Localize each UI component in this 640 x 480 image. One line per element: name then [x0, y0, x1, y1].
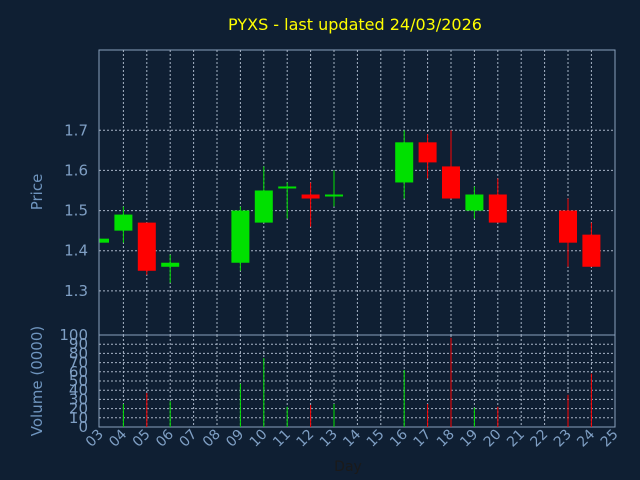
candle [395, 130, 414, 199]
price-y-tick-label: 1.7 [64, 121, 88, 139]
x-axis-label: Day [334, 459, 362, 475]
volume-axis-label: Volume (0000) [28, 326, 46, 436]
candle [582, 222, 601, 267]
price-grid [99, 50, 615, 335]
price-y-tick-label: 1.4 [64, 242, 88, 260]
candle-body [161, 262, 180, 267]
candle-body [465, 194, 484, 211]
candle-body [301, 194, 320, 199]
candle [114, 206, 133, 243]
price-panel: 1.3 1.4 1.5 1.6 1.7 Price [28, 49, 616, 336]
candle-body [559, 210, 577, 243]
candles [99, 130, 601, 283]
volume-y-tick-label: 60 [69, 363, 88, 381]
candle-body [488, 194, 507, 223]
price-y-ticks: 1.3 1.4 1.5 1.6 1.7 [64, 121, 88, 300]
candle [254, 166, 273, 223]
candle-body [418, 142, 437, 163]
candle-body [114, 214, 133, 231]
volume-y-tick-label: 20 [69, 400, 88, 418]
candle-body [442, 166, 460, 199]
candle [161, 254, 180, 283]
candle-body [325, 194, 343, 197]
price-y-tick-label: 1.5 [64, 202, 88, 220]
candle [99, 238, 109, 243]
volume-bars [122, 337, 592, 427]
volume-y-tick-label: 80 [69, 344, 88, 362]
volume-y-tick-label: 10 [69, 409, 88, 427]
candle-body [100, 238, 109, 243]
candle [442, 130, 460, 199]
candle-body [137, 222, 156, 271]
candle [231, 206, 250, 271]
volume-y-tick-label: 0 [78, 418, 88, 436]
candle [488, 178, 507, 223]
candle [325, 170, 343, 207]
candle [278, 182, 297, 219]
volume-y-tick-label: 40 [69, 381, 88, 399]
candle [301, 182, 320, 227]
price-axis-label: Price [28, 174, 46, 211]
candle [418, 134, 437, 179]
candle-body [395, 142, 414, 183]
x-axis-ticks: 03 04 05 06 07 08 09 10 11 12 13 14 15 16 17 18 19 20 21 22… [83, 426, 622, 450]
volume-y-tick-label: 50 [69, 372, 88, 390]
candle-body [231, 210, 250, 263]
candle [465, 186, 484, 219]
candle [559, 198, 577, 267]
candle-body [278, 186, 297, 189]
candle-body [582, 234, 601, 267]
volume-y-tick-label: 100 [59, 326, 88, 344]
candle [137, 222, 156, 275]
volume-y-tick-label: 70 [69, 354, 88, 372]
price-y-tick-label: 1.3 [64, 282, 88, 300]
candle-body [254, 190, 273, 223]
chart-title: PYXS - last updated 24/03/2026 [228, 15, 482, 34]
volume-y-tick-label: 90 [69, 335, 88, 353]
price-y-tick-label: 1.6 [64, 161, 88, 179]
volume-y-tick-label: 30 [69, 390, 88, 408]
